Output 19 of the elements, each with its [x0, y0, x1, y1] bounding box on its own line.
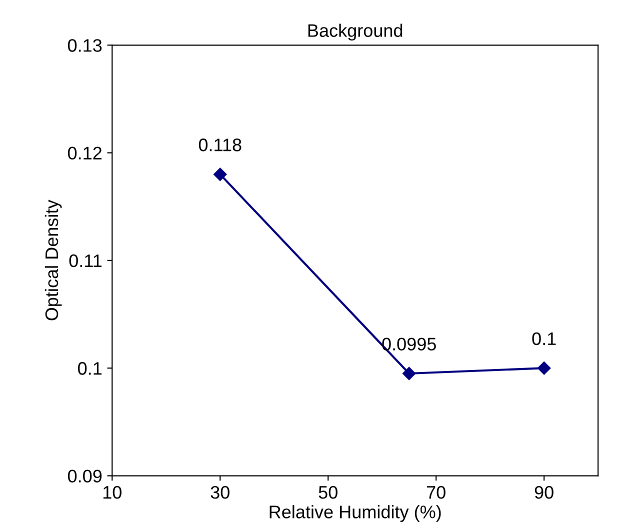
- point: [214, 168, 227, 181]
- data-label: 0.118: [198, 138, 242, 152]
- y-tick-label: 0.11: [69, 254, 102, 268]
- x-tick-label: 90: [534, 486, 554, 499]
- data-label: 0.0995: [382, 338, 436, 350]
- point: [402, 366, 416, 380]
- x-tick-label: 30: [210, 486, 230, 499]
- x-tick-label: 10: [103, 486, 122, 499]
- y-axis-title: Optical Density: [44, 200, 62, 320]
- data-label: 0.1: [532, 332, 556, 346]
- x-tick-label: 70: [426, 486, 446, 499]
- y-tick-label: 0.09: [68, 470, 102, 482]
- y-tick-label: 0.12: [68, 146, 102, 160]
- x-axis-title: Relative Humidity (%): [270, 505, 441, 522]
- x-tick-label: 50: [318, 486, 338, 499]
- point: [538, 362, 551, 375]
- y-tick-label: 0.13: [68, 39, 102, 52]
- y-tick-label: 0.1: [78, 362, 102, 375]
- chart-title: Background: [308, 24, 402, 41]
